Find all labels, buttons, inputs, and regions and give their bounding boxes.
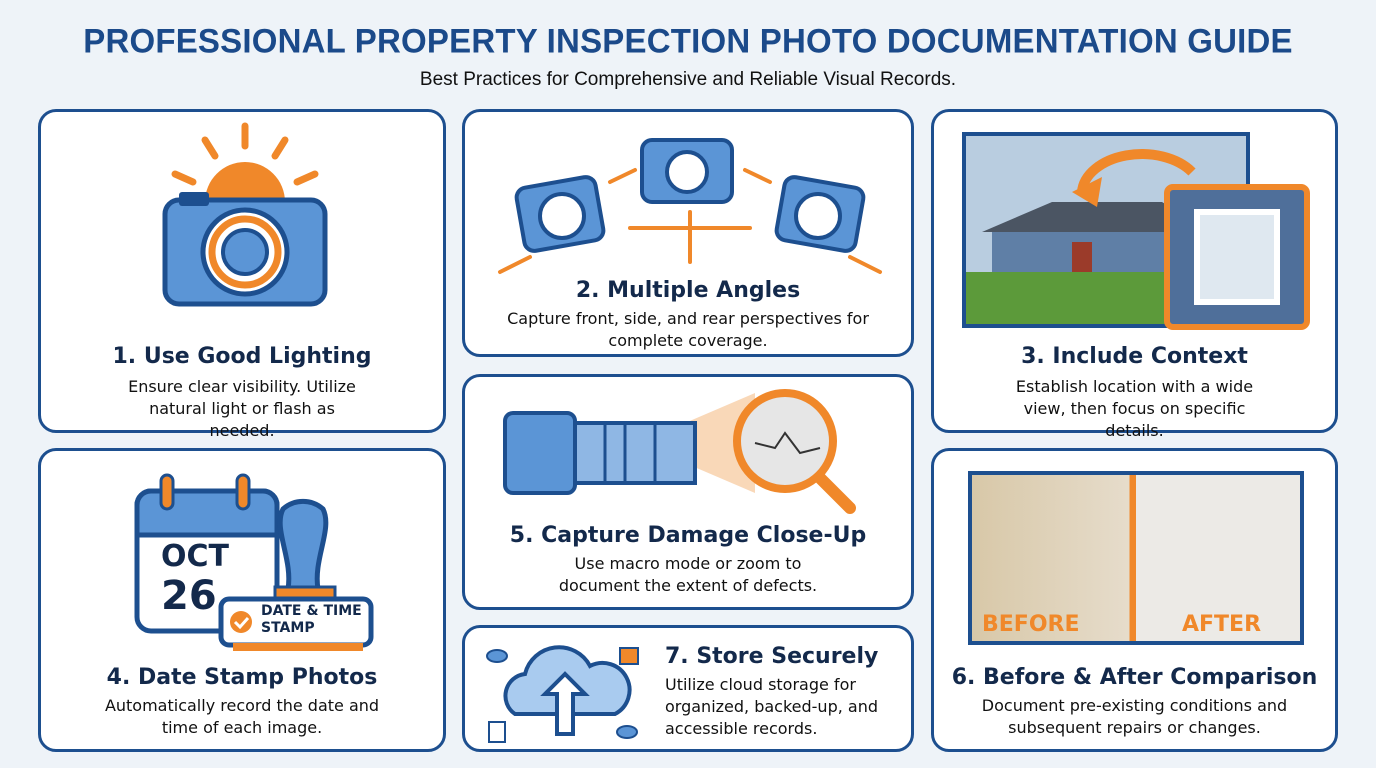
card-date-stamp: OCT 26 DATE & TIME STAMP 4. Date Stamp P… xyxy=(38,448,446,752)
before-label: BEFORE xyxy=(982,612,1080,637)
card-damage-closeup: 5. Capture Damage Close-Up Use macro mod… xyxy=(462,374,914,610)
card-heading: 2. Multiple Angles xyxy=(575,278,801,303)
house-context-photo xyxy=(962,132,1310,330)
after-label: AFTER xyxy=(1182,612,1262,637)
card-heading: 5. Capture Damage Close-Up xyxy=(509,523,867,548)
card-heading: 3. Include Context xyxy=(1021,344,1248,369)
stamp-label: DATE & TIME STAMP xyxy=(261,603,362,636)
card-description: Utilize cloud storage for organized, bac… xyxy=(665,675,878,738)
card-description: Use macro mode or zoom to document the e… xyxy=(558,554,818,595)
before-after-photo: BEFORE AFTER xyxy=(968,471,1304,645)
card-include-context: 3. Include Context Establish location wi… xyxy=(931,109,1338,440)
card-heading: 7. Store Securely xyxy=(665,644,879,669)
card-multiple-angles: 2. Multiple Angles Capture front, side, … xyxy=(462,109,914,357)
card-heading: 6. Before & After Comparison xyxy=(951,665,1318,690)
calendar-month: OCT xyxy=(161,539,229,574)
zoom-lens-crack-icon xyxy=(503,389,856,514)
page-subtitle: Best Practices for Comprehensive and Rel… xyxy=(419,69,957,90)
card-good-lighting: 1. Use Good Lighting Ensure clear visibi… xyxy=(38,109,446,440)
cloud-upload-icon xyxy=(486,645,639,743)
card-description: Establish location with a wide view, the… xyxy=(1015,377,1254,440)
card-description: Document pre-existing conditions and sub… xyxy=(981,696,1288,737)
camera-sun-icon xyxy=(162,122,328,307)
card-description: Ensure clear visibility. Utilize natural… xyxy=(128,377,356,440)
multiple-cameras-icon xyxy=(498,138,882,274)
card-store-securely: 7. Store Securely Utilize cloud storage … xyxy=(462,625,914,752)
calendar-day: 26 xyxy=(161,573,217,619)
page-title: PROFESSIONAL PROPERTY INSPECTION PHOTO D… xyxy=(83,21,1293,60)
card-description: Capture front, side, and rear perspectiv… xyxy=(507,309,869,350)
calendar-stamp-icon: OCT 26 DATE & TIME STAMP xyxy=(133,469,383,659)
card-heading: 4. Date Stamp Photos xyxy=(106,665,378,690)
card-description: Automatically record the date and time o… xyxy=(104,696,380,737)
card-before-after: BEFORE AFTER 6. Before & After Compariso… xyxy=(931,448,1338,752)
card-heading: 1. Use Good Lighting xyxy=(112,344,372,369)
